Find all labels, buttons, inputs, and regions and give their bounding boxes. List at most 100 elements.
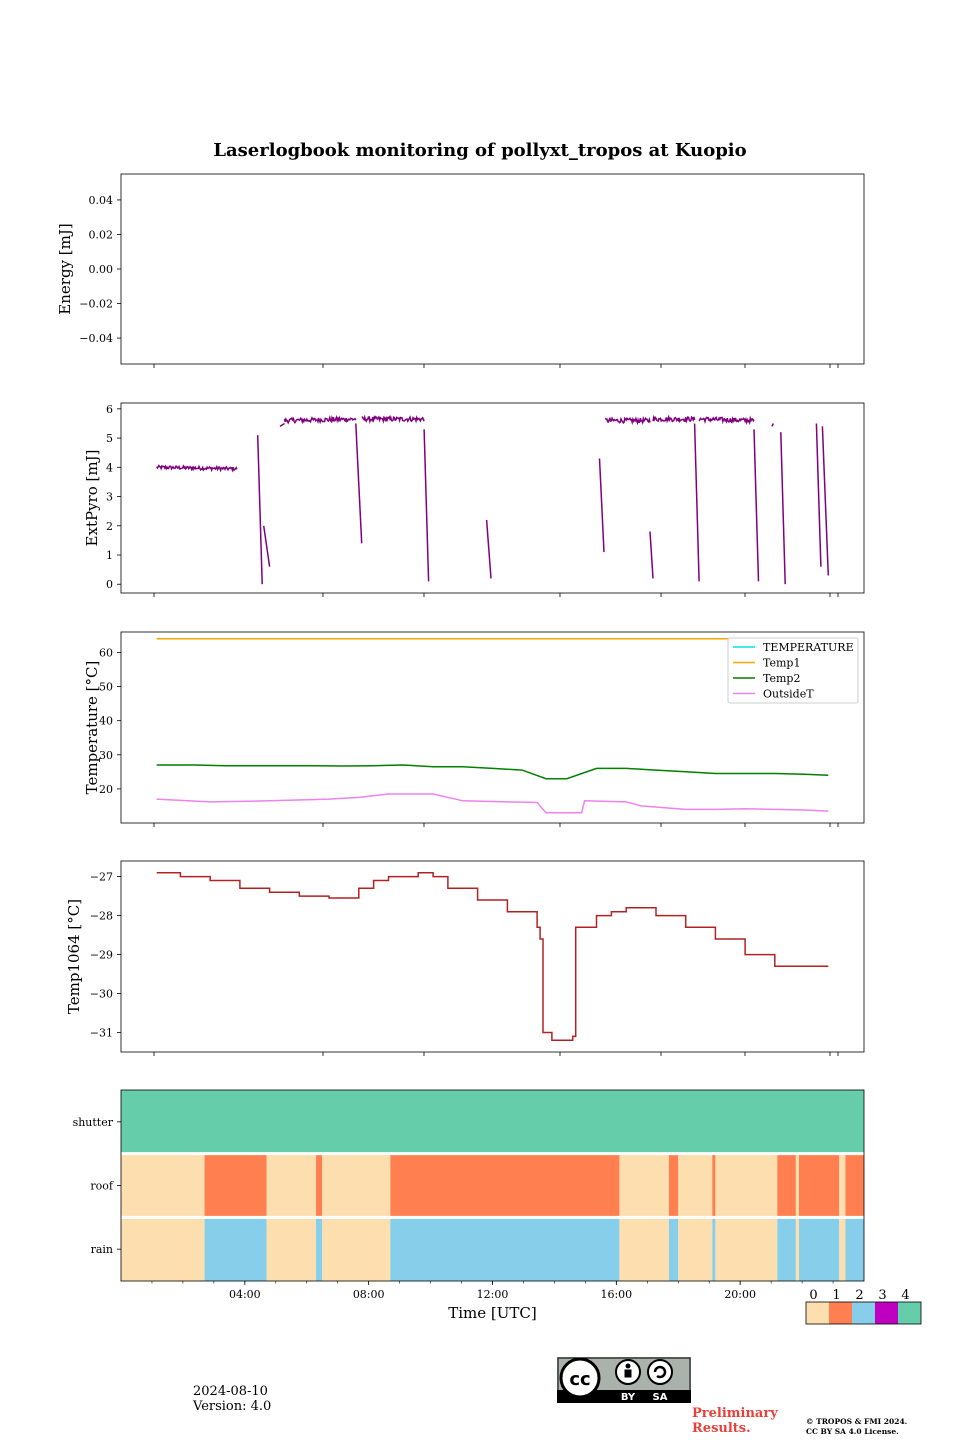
y-tick-label: −28 xyxy=(90,910,113,923)
series-line xyxy=(698,415,755,426)
colorbar-label: 0 xyxy=(809,1288,817,1303)
y-tick-label: −27 xyxy=(90,871,113,884)
status-cell-roof xyxy=(845,1153,864,1218)
series-line xyxy=(283,414,357,425)
status-cell-roof xyxy=(204,1153,267,1218)
series-line xyxy=(693,423,700,582)
colorbar-swatch xyxy=(875,1302,898,1324)
y-tick-label: 0.02 xyxy=(89,228,114,241)
y-tick-label: 6 xyxy=(106,403,113,416)
status-cell-rain xyxy=(390,1217,620,1281)
y-tick-label: −0.04 xyxy=(79,332,113,345)
status-cell-rain xyxy=(619,1217,669,1281)
y-axis-label: Energy [mJ] xyxy=(56,223,74,314)
y-tick-label: 30 xyxy=(99,749,113,762)
series-line xyxy=(279,422,285,428)
y-tick-label: 0 xyxy=(106,578,113,591)
status-cell-rain xyxy=(798,1217,840,1281)
series-line xyxy=(652,414,696,424)
license-sa-label: SA xyxy=(653,1392,668,1403)
series-line xyxy=(355,423,363,544)
status-cell-rain xyxy=(266,1217,317,1281)
colorbar-swatch xyxy=(829,1302,852,1324)
y-tick-label: 3 xyxy=(106,491,113,504)
y-tick-label: 0.00 xyxy=(89,263,114,276)
footer-info: 2024-08-10 Version: 4.0 xyxy=(193,1384,271,1414)
status-cell-rain xyxy=(845,1217,864,1281)
status-cell-rain xyxy=(678,1217,713,1281)
status-cell-roof xyxy=(121,1153,205,1218)
footer-version: Version: 4.0 xyxy=(193,1399,272,1414)
status-cell-rain xyxy=(795,1217,799,1281)
series-line xyxy=(156,464,238,473)
license-by-label: BY xyxy=(621,1392,636,1403)
colorbar-swatch xyxy=(806,1302,829,1324)
y-tick-label: 4 xyxy=(106,461,113,474)
series-line xyxy=(604,415,651,426)
x-tick-label: 04:00 xyxy=(229,1288,261,1301)
status-cell-roof xyxy=(619,1153,669,1218)
y-tick-label: −0.02 xyxy=(79,298,113,311)
series-line xyxy=(821,426,830,576)
row-label-rain: rain xyxy=(91,1243,113,1256)
axes-frame xyxy=(120,173,865,365)
legend-label: OutsideT xyxy=(763,688,814,701)
status-cell-rain xyxy=(777,1217,796,1281)
copyright-note: © TROPOS & FMI 2024. CC BY SA 4.0 Licens… xyxy=(806,1417,907,1437)
y-axis-label: Temperature [°C] xyxy=(83,661,101,795)
colorbar-frame xyxy=(805,1301,922,1325)
status-cell-shutter xyxy=(121,1090,864,1154)
status-cell-rain xyxy=(121,1217,205,1281)
colorbar-label: 2 xyxy=(855,1288,863,1303)
status-cell-roof xyxy=(712,1153,716,1218)
y-axis-label: Temp1064 [°C] xyxy=(65,899,83,1014)
x-axis-label: Time [UTC] xyxy=(448,1304,537,1322)
series-line xyxy=(485,519,492,579)
series-line xyxy=(598,458,605,553)
legend-box xyxy=(727,637,859,704)
status-cell-roof xyxy=(839,1153,846,1218)
y-axis-label: ExtPyro [mJ] xyxy=(83,450,101,547)
colorbar-label: 3 xyxy=(878,1288,886,1303)
preliminary-line-1: Preliminary xyxy=(692,1406,778,1421)
status-cell-roof xyxy=(715,1153,778,1218)
y-tick-label: 1 xyxy=(106,549,113,562)
status-cell-roof xyxy=(322,1153,391,1218)
axes-frame xyxy=(120,631,865,824)
series-line xyxy=(649,531,654,579)
status-cell-roof xyxy=(390,1153,620,1218)
page-title: Laserlogbook monitoring of pollyxt_tropo… xyxy=(213,140,747,161)
svg-text:cc: cc xyxy=(569,1369,590,1390)
legend-label: Temp2 xyxy=(763,672,800,685)
series-line xyxy=(156,871,829,1042)
preliminary-line-2: Results. xyxy=(692,1421,751,1436)
y-tick-label: −29 xyxy=(90,949,113,962)
status-cell-roof xyxy=(678,1153,713,1218)
status-cell-roof xyxy=(266,1153,317,1218)
series-line xyxy=(361,414,425,425)
legend-label: Temp1 xyxy=(763,657,800,670)
series-temp2 xyxy=(156,764,829,780)
status-cell-rain xyxy=(322,1217,391,1281)
colorbar-swatch xyxy=(852,1302,875,1324)
cc-by-sa-icon: cc BY SA xyxy=(557,1357,691,1403)
axes-frame xyxy=(120,402,865,594)
preliminary-note: Preliminary Results. xyxy=(692,1406,778,1436)
status-cell-rain xyxy=(715,1217,778,1281)
x-tick-label: 12:00 xyxy=(477,1288,509,1301)
x-tick-label: 08:00 xyxy=(353,1288,385,1301)
x-tick-label: 16:00 xyxy=(600,1288,632,1301)
y-tick-label: −31 xyxy=(90,1027,113,1040)
colorbar-label: 1 xyxy=(832,1288,840,1303)
x-tick-label: 20:00 xyxy=(724,1288,756,1301)
y-tick-label: −30 xyxy=(90,988,113,1001)
copyright-line-1: © TROPOS & FMI 2024. xyxy=(806,1417,908,1426)
series-line xyxy=(753,429,760,582)
y-tick-label: 2 xyxy=(106,520,113,533)
status-cell-rain xyxy=(668,1217,679,1281)
status-cell-roof xyxy=(795,1153,799,1218)
status-cell-roof xyxy=(798,1153,840,1218)
series-line xyxy=(815,423,822,567)
series-line xyxy=(771,423,775,427)
